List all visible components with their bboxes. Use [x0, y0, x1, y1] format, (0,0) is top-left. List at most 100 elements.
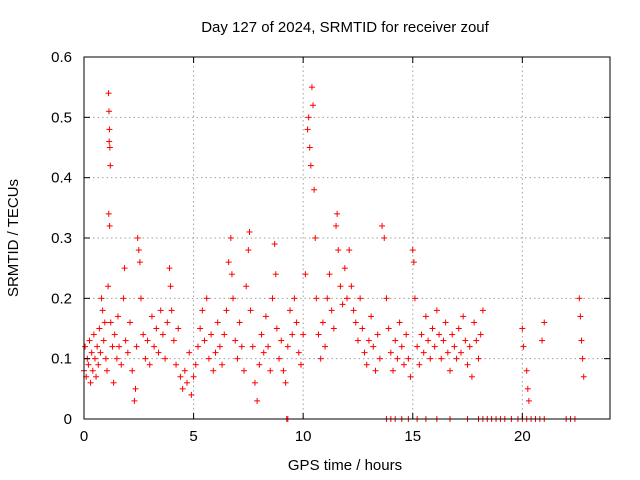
data-point [462, 337, 469, 344]
data-point [107, 162, 114, 169]
data-point [122, 337, 129, 344]
data-point [271, 241, 278, 248]
data-point [350, 307, 357, 314]
data-point [210, 367, 217, 374]
data-point [107, 319, 114, 326]
data-point [265, 343, 272, 350]
data-point [254, 397, 261, 404]
data-point [100, 337, 107, 344]
data-point [444, 349, 451, 356]
data-point [146, 361, 153, 368]
x-tick-label: 5 [189, 428, 197, 445]
data-point [260, 349, 267, 356]
data-point [453, 355, 460, 362]
data-point [361, 349, 368, 356]
data-point [429, 325, 436, 332]
data-point [258, 331, 265, 338]
data-point [256, 361, 263, 368]
data-point [137, 295, 144, 302]
data-point [334, 210, 341, 217]
data-point [273, 325, 280, 332]
data-point [111, 331, 118, 338]
data-point [341, 265, 348, 272]
data-point [234, 355, 241, 362]
data-point [460, 313, 467, 320]
data-point [324, 295, 331, 302]
data-point [319, 319, 326, 326]
data-point [475, 355, 482, 362]
data-point [203, 295, 210, 302]
data-point [305, 114, 312, 121]
data-point [287, 307, 294, 314]
data-point [541, 319, 548, 326]
data-point [365, 337, 372, 344]
data-point [291, 295, 298, 302]
data-point [87, 379, 94, 386]
data-point [170, 337, 177, 344]
data-point [416, 361, 423, 368]
data-point [214, 319, 221, 326]
data-point [219, 361, 226, 368]
data-point [82, 343, 89, 350]
data-point [352, 319, 359, 326]
data-point [135, 247, 142, 254]
data-point [177, 373, 184, 380]
data-point [105, 90, 112, 97]
data-point [580, 373, 587, 380]
data-point [313, 295, 320, 302]
data-point [379, 222, 386, 229]
data-point [385, 325, 392, 332]
data-point [106, 138, 113, 145]
data-point [148, 313, 155, 320]
data-point [282, 379, 289, 386]
data-point [433, 307, 440, 314]
data-point [447, 367, 454, 374]
data-point [95, 361, 102, 368]
data-point [246, 228, 253, 235]
data-point [335, 247, 342, 254]
data-point [110, 379, 117, 386]
data-point [344, 295, 350, 302]
data-point [471, 319, 478, 326]
data-point [422, 313, 429, 320]
data-point [346, 247, 353, 254]
data-point [262, 313, 269, 320]
data-point [221, 331, 228, 338]
data-point [357, 295, 364, 302]
data-point [129, 367, 136, 374]
y-tick-label: 0.6 [51, 49, 72, 66]
data-point [368, 313, 375, 320]
data-point [118, 361, 125, 368]
data-point [89, 367, 96, 374]
data-point [106, 222, 113, 229]
data-point [387, 349, 394, 356]
data-point [519, 325, 526, 332]
data-point [306, 144, 313, 151]
data-point [354, 337, 361, 344]
data-point [449, 331, 456, 338]
data-point [85, 361, 92, 368]
data-point [394, 355, 401, 362]
data-point [425, 337, 432, 344]
data-point [278, 337, 285, 344]
data-point [93, 373, 100, 380]
data-point [307, 162, 314, 169]
data-point [578, 337, 585, 344]
data-point [132, 385, 139, 392]
data-point [276, 355, 283, 362]
data-point [297, 361, 304, 368]
data-point [157, 307, 164, 314]
data-point [455, 325, 462, 332]
data-point [398, 343, 405, 350]
data-point [249, 343, 256, 350]
data-point [284, 343, 291, 350]
data-point [225, 259, 232, 266]
data-point [317, 355, 324, 362]
data-point [205, 355, 212, 362]
data-point [238, 343, 245, 350]
data-point [576, 295, 583, 302]
data-point [216, 343, 223, 350]
x-tick-label: 10 [295, 428, 312, 445]
data-point [390, 367, 397, 374]
